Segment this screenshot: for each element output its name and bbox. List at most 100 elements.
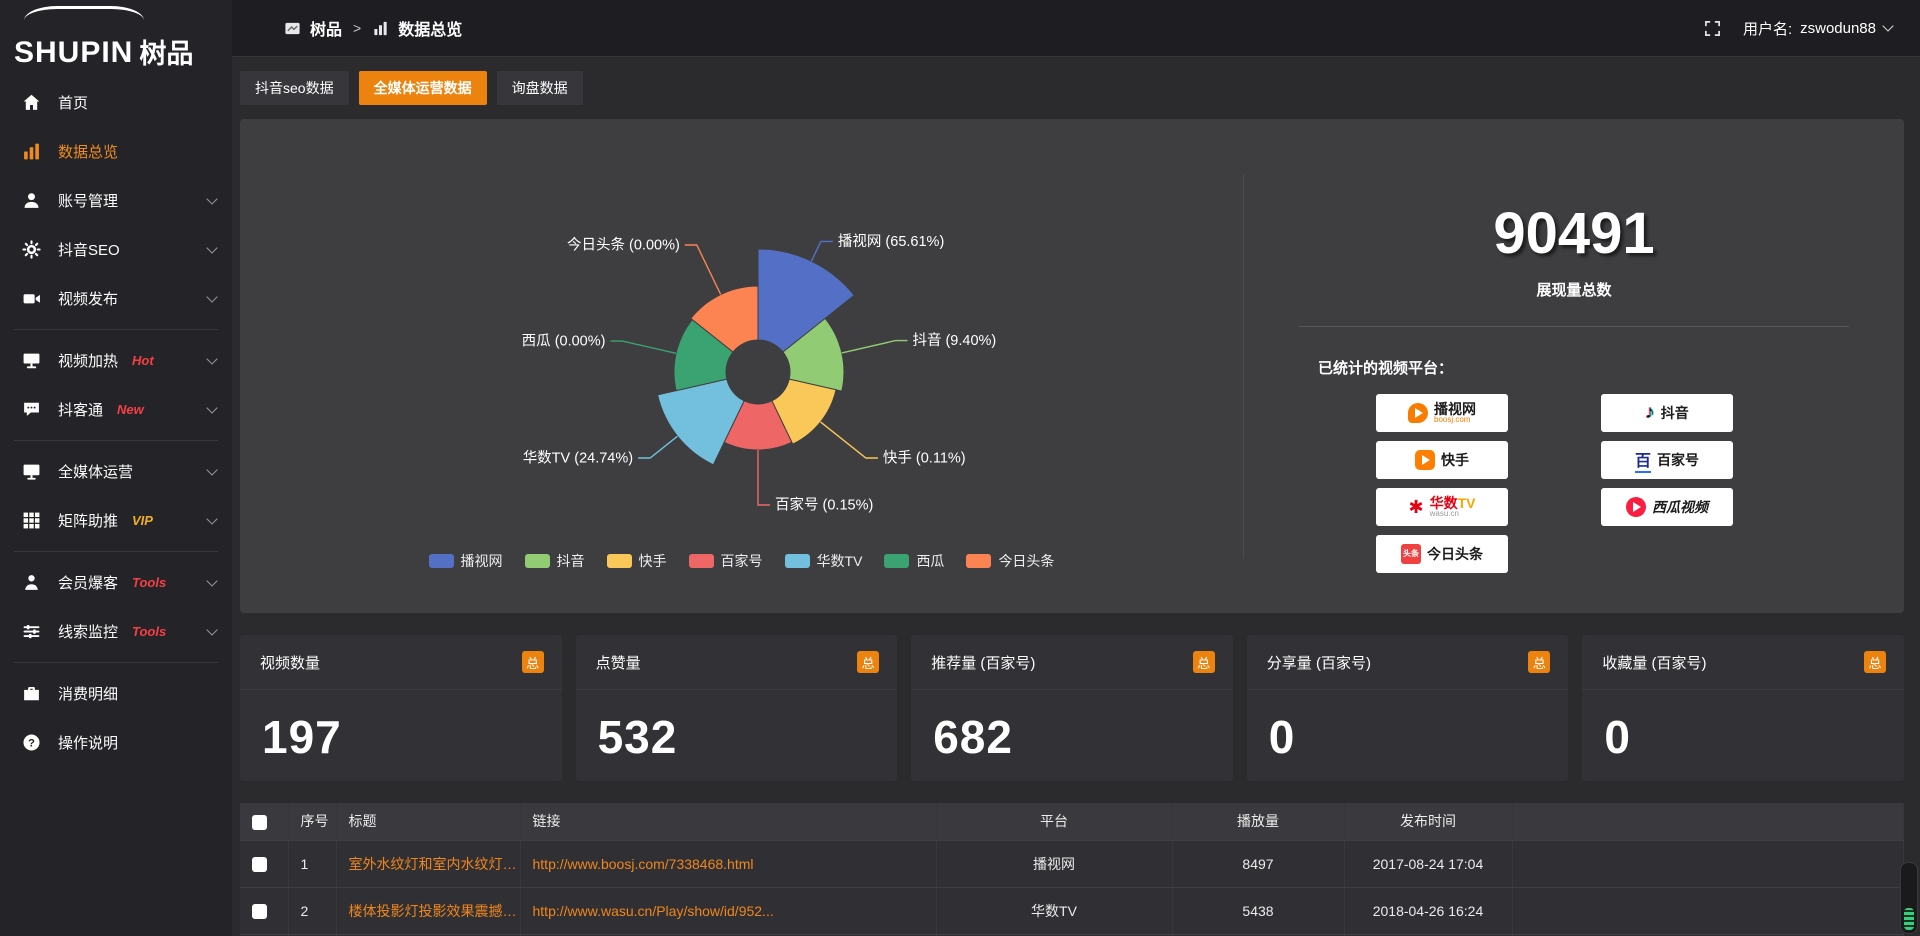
logo-arc-decoration — [24, 6, 144, 35]
platform-badges: 播视网 boosj.com 快手 ✱ 华数TV wasu.cn 头条 今日头条 ♪ 抖音百百家号… — [1376, 394, 1904, 573]
legend-item-抖音[interactable]: 抖音 — [524, 551, 585, 571]
legend-item-播视网[interactable]: 播视网 — [428, 551, 503, 571]
sidebar-item-video-publish[interactable]: 视频发布 — [0, 274, 232, 323]
select-all-checkbox[interactable] — [252, 814, 267, 830]
sidebar-item-spend-detail[interactable]: 消费明细 — [0, 669, 232, 718]
platform-badge-kuaishou[interactable]: 快手 — [1376, 441, 1508, 479]
stat-card-header: 点赞量 总 — [575, 635, 898, 690]
sidebar-item-home[interactable]: 首页 — [0, 78, 232, 127]
fullscreen-icon[interactable] — [1704, 20, 1721, 37]
stat-card-title: 点赞量 — [595, 654, 641, 672]
chevron-down-icon — [206, 402, 218, 414]
platform-badge-douyin[interactable]: ♪ 抖音 — [1601, 394, 1733, 432]
sidebar-item-media-ops[interactable]: 全媒体运营 — [0, 447, 232, 496]
cell-link[interactable]: http://www.boosj.com/7338468.html — [520, 840, 936, 888]
sidebar-item-label: 线索监控 — [58, 624, 119, 641]
sidebar-item-douketong[interactable]: 抖客通 New — [0, 385, 232, 434]
platform-badge-text: 西瓜视频 — [1652, 498, 1708, 515]
platform-badge-toutiao[interactable]: 头条 今日头条 — [1376, 535, 1508, 573]
stat-card-total-badge[interactable]: 总 — [1192, 651, 1215, 673]
pie-slice-抖音[interactable] — [782, 317, 845, 392]
video-table-wrap: 序号 标题 链接 平台 播放量 发布时间 1室外水纹灯和室内水纹灯的区别和简介h… — [240, 803, 1904, 936]
sidebar-item-label: 矩阵助推 — [58, 513, 119, 530]
platform-name: 百家号 — [1657, 451, 1699, 468]
platform-badges-right: ♪ 抖音百百家号西瓜视频 — [1601, 394, 1733, 573]
sidebar-item-label: 抖客通 — [58, 402, 104, 419]
user-menu[interactable]: 用户名: zswodun88 — [1743, 18, 1894, 39]
platform-name: 西瓜视频 — [1652, 498, 1708, 515]
stat-card-value: 0 — [1604, 711, 1631, 763]
boosj-logo — [1408, 403, 1428, 423]
sidebar-item-video-heat[interactable]: 视频加热 Hot — [0, 336, 232, 385]
legend-item-今日头条[interactable]: 今日头条 — [966, 551, 1054, 571]
stat-card-value: 532 — [597, 711, 678, 763]
platform-sub: boosj.com — [1434, 415, 1471, 425]
sidebar-divider — [14, 662, 218, 663]
scroll-widget[interactable] — [1900, 862, 1918, 934]
stat-card-total-badge[interactable]: 总 — [1863, 651, 1886, 673]
col-header-index: 序号 — [288, 803, 336, 841]
col-header-plays: 播放量 — [1172, 803, 1344, 841]
sidebar-divider — [14, 329, 218, 330]
tab-media-ops-data[interactable]: 全媒体运营数据 — [358, 71, 487, 105]
legend-item-快手[interactable]: 快手 — [606, 551, 667, 571]
scroll-widget-thumb[interactable] — [1904, 908, 1914, 930]
pie-slice-今日头条[interactable] — [690, 285, 759, 353]
pie-slice-快手[interactable] — [771, 378, 837, 445]
sidebar-item-label: 首页 — [58, 95, 89, 112]
row-checkbox[interactable] — [252, 856, 267, 872]
summary-divider — [1299, 326, 1849, 327]
stat-card-header: 视频数量 总 — [240, 635, 562, 690]
col-header-time: 发布时间 — [1344, 803, 1512, 841]
platform-name: 今日头条 — [1427, 545, 1483, 562]
stat-card-total-badge[interactable]: 总 — [857, 651, 880, 673]
video-icon — [22, 289, 41, 308]
legend-swatch — [966, 554, 992, 568]
grid-icon — [22, 511, 41, 530]
cell-title[interactable]: 楼体投影灯投影效果震撼上市 — [336, 887, 520, 935]
sidebar-item-matrix-boost[interactable]: 矩阵助推 VIP — [0, 496, 232, 545]
sidebar-item-label: 数据总览 — [58, 144, 119, 161]
sidebar-item-help[interactable]: ? 操作说明 — [0, 718, 232, 767]
breadcrumb-root[interactable]: 树品 — [310, 22, 343, 39]
play-glyph — [1422, 455, 1430, 465]
sidebar-divider — [14, 551, 218, 552]
baijiahao-logo: 百 — [1634, 447, 1651, 473]
pie-slice-label: 西瓜 (0.00%) — [522, 334, 606, 350]
xigua-logo — [1626, 497, 1646, 517]
cell-link[interactable]: http://www.wasu.cn/Play/show/id/952... — [520, 887, 936, 935]
sidebar-item-data-overview[interactable]: 数据总览 — [0, 127, 232, 176]
stat-card-likes: 点赞量 总 532 — [575, 635, 898, 781]
legend-item-百家号[interactable]: 百家号 — [688, 551, 763, 571]
tab-inquiry-data[interactable]: 询盘数据 — [496, 71, 583, 105]
cell-extra — [1512, 887, 1904, 935]
sidebar-item-clue-monitor[interactable]: 线索监控 Tools — [0, 607, 232, 656]
sidebar-item-member-baoke[interactable]: 会员爆客 Tools — [0, 558, 232, 607]
legend-swatch — [784, 554, 810, 568]
cell-empty — [1172, 934, 1344, 936]
legend-item-西瓜[interactable]: 西瓜 — [884, 551, 944, 571]
platform-badge-text: 快手 — [1441, 452, 1469, 468]
legend-item-华数TV[interactable]: 华数TV — [784, 551, 862, 571]
cell-empty — [1512, 934, 1904, 936]
stat-card-total-badge[interactable]: 总 — [1528, 651, 1551, 673]
chat-icon — [22, 400, 41, 419]
sidebar-item-account-manage[interactable]: 账号管理 — [0, 176, 232, 225]
cell-title[interactable]: 室外水纹灯和室内水纹灯的区别和简介 — [336, 840, 520, 888]
stat-card-header: 分享量 (百家号) 总 — [1246, 635, 1569, 690]
pie-slice-播视网[interactable] — [757, 248, 855, 353]
row-checkbox[interactable] — [252, 903, 267, 919]
video-table: 序号 标题 链接 平台 播放量 发布时间 1室外水纹灯和室内水纹灯的区别和简介h… — [240, 803, 1904, 936]
platform-badge-baijiahao[interactable]: 百百家号 — [1601, 441, 1733, 479]
stat-card-total-badge[interactable]: 总 — [521, 651, 544, 673]
tab-douyin-seo-data[interactable]: 抖音seo数据 — [240, 71, 349, 105]
breadcrumb-separator: > — [353, 20, 362, 36]
platform-badge-wasu[interactable]: ✱ 华数TV wasu.cn — [1376, 488, 1508, 526]
sidebar-item-douyin-seo[interactable]: 抖音SEO — [0, 225, 232, 274]
legend-swatch — [428, 554, 454, 568]
pie-slice-华数TV[interactable] — [657, 378, 745, 466]
platform-badge-xigua[interactable]: 西瓜视频 — [1601, 488, 1733, 526]
stat-card-value: 197 — [262, 711, 342, 763]
platform-badge-boosj[interactable]: 播视网 boosj.com — [1376, 394, 1508, 432]
